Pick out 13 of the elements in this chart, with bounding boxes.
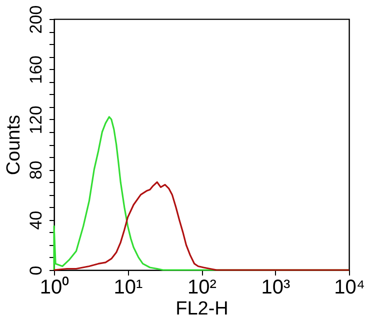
x-tick-label: 10³ <box>261 276 291 298</box>
x-tick-label: 10¹ <box>114 276 144 298</box>
x-tick-label: 10² <box>188 276 217 298</box>
y-tick-label: 120 <box>26 106 46 134</box>
y-tick-label: 40 <box>26 210 46 230</box>
x-tick-label: 10⁴ <box>334 276 365 298</box>
y-tick-label: 80 <box>26 160 46 180</box>
x-tick-label: 10⁰ <box>40 276 70 298</box>
y-tick-label: 200 <box>26 5 46 34</box>
y-tick-label: 160 <box>26 56 46 84</box>
x-axis-title: FL2-H <box>176 298 228 320</box>
y-axis-title: Counts <box>4 114 24 176</box>
y-tick-label: 0 <box>26 266 46 276</box>
